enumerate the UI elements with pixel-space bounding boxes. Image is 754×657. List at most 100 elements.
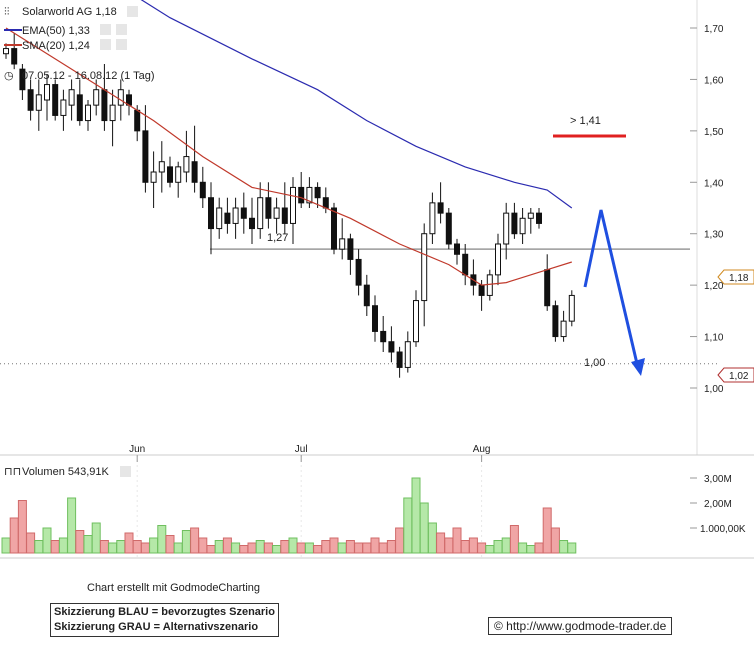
candle-body	[421, 233, 428, 302]
volume-bar	[222, 537, 232, 554]
close-icon[interactable]	[116, 24, 127, 35]
volume-bar	[313, 545, 323, 554]
candle-body	[372, 305, 378, 332]
title: Solarworld AG 1,18	[22, 6, 117, 18]
ema-label: EMA(50) 1,33	[22, 25, 90, 37]
candle-body	[240, 207, 247, 219]
target-down-label: 1,00	[584, 357, 605, 369]
candle-body	[544, 269, 551, 307]
candle-body	[101, 89, 108, 122]
target-up-label: > 1,41	[570, 115, 601, 127]
volume-icon: ⊓⊓	[4, 466, 21, 478]
settings-icon[interactable]	[100, 39, 111, 50]
candle-body	[93, 89, 100, 106]
volume-bar	[34, 540, 44, 554]
volume-bar	[181, 530, 191, 554]
candle-body	[445, 212, 452, 245]
candle-body	[11, 48, 18, 65]
close-icon[interactable]	[116, 39, 127, 50]
volume-bar	[149, 537, 159, 554]
volume-bar	[1, 537, 11, 554]
price-tick-label: 1,20	[704, 281, 724, 292]
candle-body	[380, 330, 387, 343]
price-tick-label: 1,50	[704, 127, 724, 138]
clock-icon: ◷	[4, 70, 14, 82]
candle-body	[224, 212, 231, 224]
candle-body	[413, 300, 419, 343]
settings-icon[interactable]	[120, 466, 131, 477]
volume-bar	[99, 540, 109, 554]
candle-body	[27, 89, 34, 111]
candle-icon: ⫶⫶	[4, 6, 10, 18]
candle-body	[44, 84, 50, 101]
candle-body	[429, 202, 436, 235]
volume-bar	[280, 540, 290, 554]
volume-bar	[157, 525, 167, 554]
candle-body	[35, 94, 42, 111]
volume-bar	[550, 527, 560, 554]
candles	[3, 33, 575, 378]
volume-tick-label: 1.000,00K	[700, 524, 746, 535]
volume-bar	[444, 537, 454, 554]
volume-bar	[345, 540, 355, 554]
low-price-flag	[717, 367, 754, 383]
volume-bar	[501, 537, 511, 554]
candle-body	[511, 212, 518, 235]
candle-body	[232, 207, 239, 224]
tick-labels: 1,00 1,10 1,20 1,30 1,40 1,50 1,60 1,70 1.000,00…	[129, 24, 746, 535]
legend-grey: Skizzierung GRAU = Alternativszenario	[54, 621, 259, 633]
candle-body	[249, 217, 255, 230]
volume-bar	[165, 535, 175, 554]
candle-body	[60, 99, 67, 116]
volume-bar	[75, 530, 85, 554]
volume-bar	[140, 542, 150, 554]
price-tick-label: 1,00	[704, 384, 724, 395]
candle-body	[281, 207, 288, 224]
volume-bar	[534, 542, 544, 554]
settings-icon[interactable]	[127, 6, 138, 17]
volume-bar	[427, 522, 437, 554]
candle-body	[454, 243, 460, 255]
candle-body	[331, 207, 337, 250]
volume-bar	[26, 532, 36, 554]
scenario-arrows	[553, 134, 645, 376]
candle-body	[199, 181, 206, 199]
volume-bar	[42, 527, 52, 554]
low-price-label: 1,02	[729, 371, 749, 382]
candle-body	[3, 48, 9, 55]
candle-body	[68, 89, 75, 106]
candle-body	[167, 166, 173, 183]
candle-body	[134, 109, 141, 132]
price-tick-label: 1,70	[704, 24, 724, 35]
volume-bar	[296, 542, 306, 554]
volume-bar	[337, 542, 347, 554]
volume-bar	[354, 542, 364, 554]
candle-body	[437, 202, 444, 214]
volume-bar	[304, 542, 314, 554]
settings-icon[interactable]	[100, 24, 111, 35]
volume-bars	[1, 477, 577, 554]
source-url[interactable]: © http://www.godmode-trader.de	[488, 617, 673, 635]
last-price-flag	[717, 269, 754, 285]
candle-body	[85, 104, 91, 122]
price-tick-label: 1,60	[704, 75, 724, 86]
candle-body	[495, 243, 501, 276]
volume-bar	[567, 542, 577, 554]
sma20-line	[5, 27, 572, 286]
scenario-arrow-head	[631, 358, 645, 376]
annotations: 1,27 > 1,41 1,00 1,18 1,02	[267, 115, 754, 383]
volume-bar	[419, 502, 429, 554]
volume-bar	[468, 537, 478, 554]
candle-body	[404, 341, 411, 368]
candle-body	[339, 238, 346, 250]
candle-body	[142, 130, 149, 183]
candle-body	[273, 207, 280, 219]
candle-body	[19, 68, 26, 91]
moving-averages	[5, 0, 573, 286]
volume-bar	[263, 542, 273, 554]
candle-body	[503, 212, 510, 245]
candle-body	[150, 171, 157, 183]
candle-body	[52, 84, 59, 116]
candle-body	[216, 207, 223, 230]
candle-body	[183, 156, 190, 173]
